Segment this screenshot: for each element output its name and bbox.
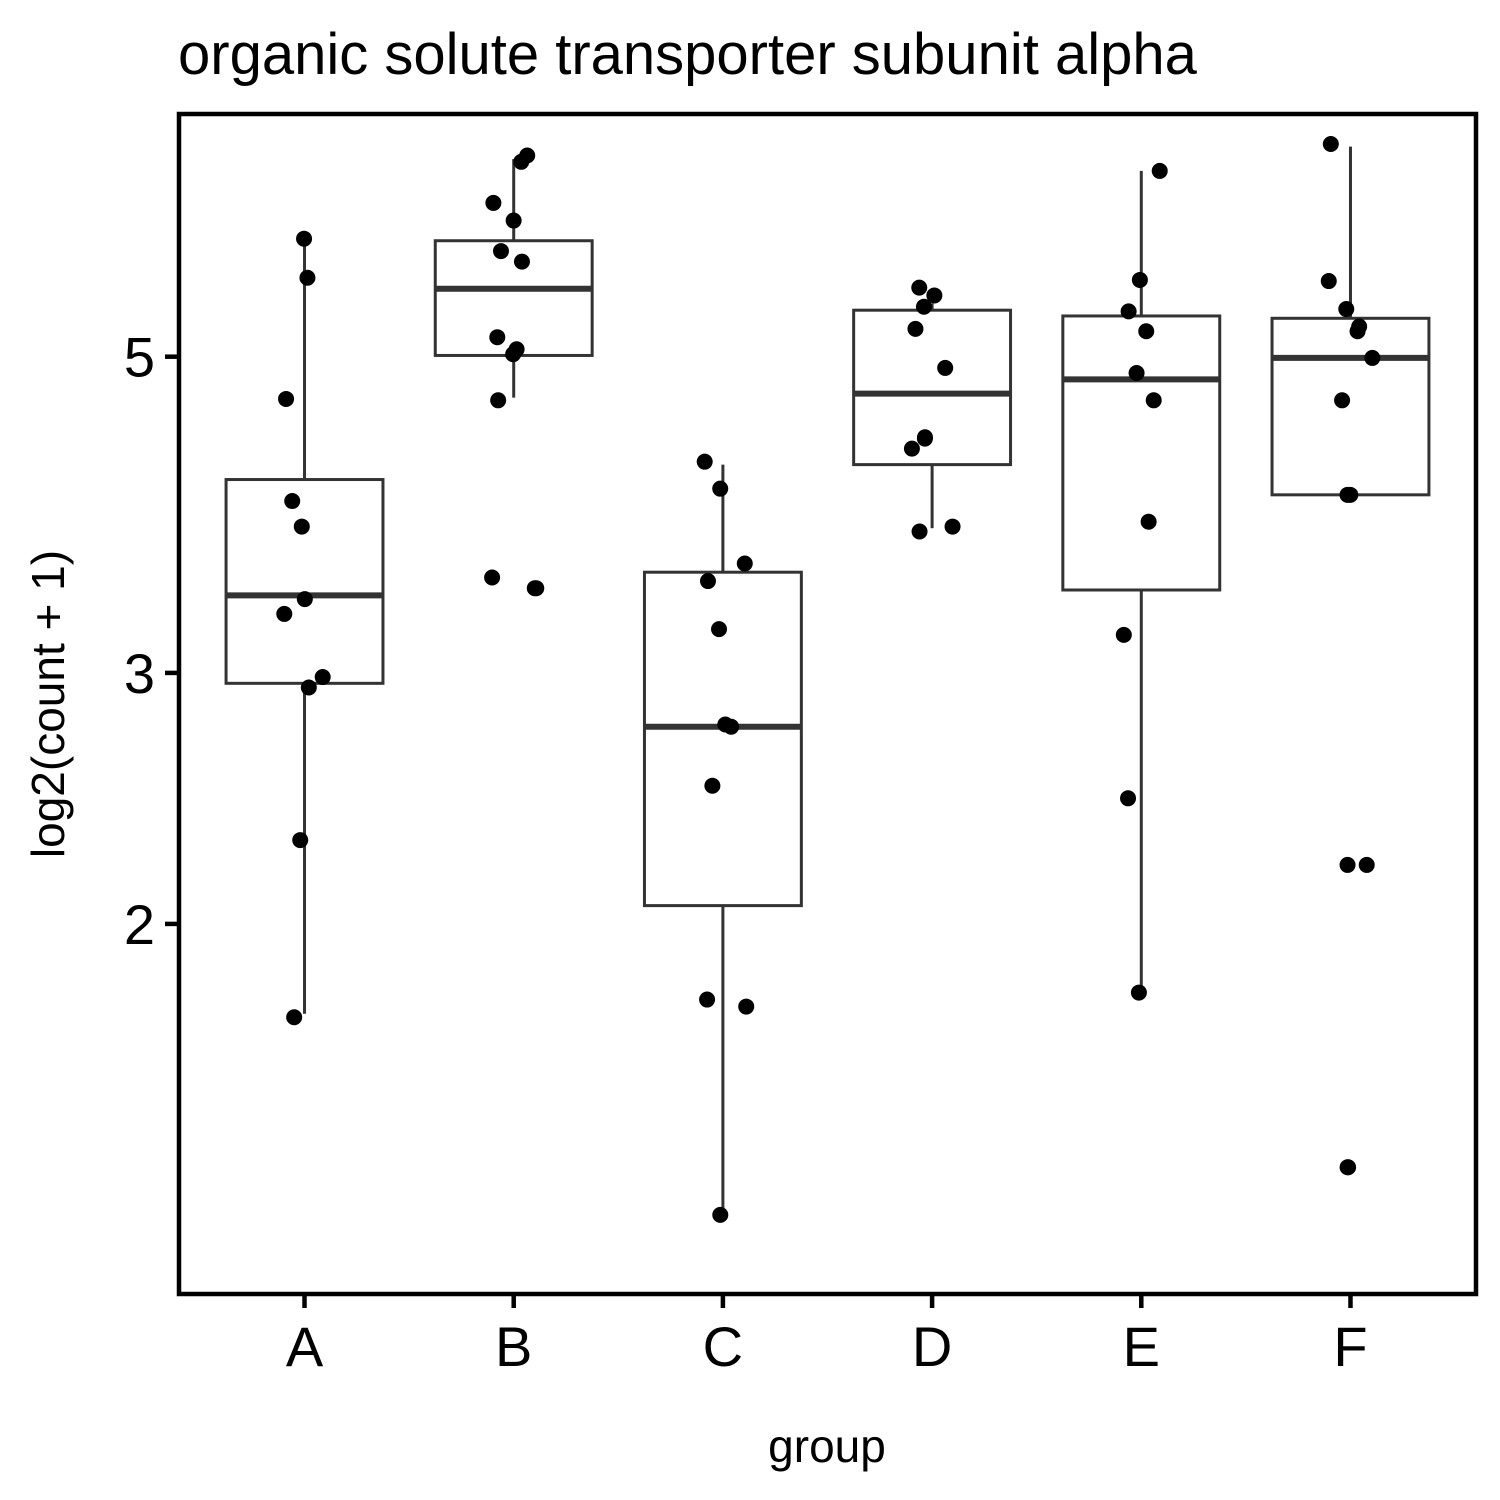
data-point [484,569,501,586]
points-f [1320,135,1381,1176]
x-tick-label: D [912,1315,952,1378]
data-point [1120,303,1137,320]
data-point [296,591,313,608]
data-point [1138,323,1155,340]
box-iqr [1061,314,1222,592]
data-point [712,480,729,497]
y-axis-label: log2(count + 1) [22,550,74,858]
data-point [485,194,502,211]
points-d [903,279,961,540]
x-axis-label: group [768,1420,886,1472]
data-point [1334,392,1351,409]
data-point [276,605,293,622]
data-point [1151,162,1168,179]
y-tick-label: 2 [124,893,155,956]
data-point [513,253,530,270]
data-point [704,777,721,794]
data-point [1130,984,1147,1001]
data-point [314,669,331,686]
data-point [299,269,316,286]
x-tick-label: B [495,1315,532,1378]
plot-area [224,135,1431,1223]
data-point [696,453,713,470]
data-point [1339,1159,1356,1176]
data-point [699,573,716,590]
data-point [926,287,943,304]
data-point [286,1009,303,1026]
data-point [293,518,310,535]
data-point [944,518,961,535]
data-point [489,329,506,346]
data-point [278,390,295,407]
panel-border [176,111,1479,1297]
box-iqr [1270,316,1431,497]
box-a [224,238,385,1014]
y-tick-label: 3 [124,642,155,705]
data-point [911,279,928,296]
data-point [296,230,313,247]
points-b [484,147,545,597]
data-point [1322,135,1339,152]
data-point [903,440,920,457]
data-point [711,621,728,638]
data-point [1145,392,1162,409]
data-point [1349,323,1366,340]
data-point [1342,486,1359,503]
data-point [1320,273,1337,290]
data-point [1364,349,1381,366]
data-point [911,523,928,540]
chart-title: organic solute transporter subunit alpha [178,22,1198,87]
data-point [505,346,522,363]
data-point [1131,271,1148,288]
data-point [513,153,530,170]
data-point [1128,364,1145,381]
points-e [1115,162,1168,1001]
data-point [937,359,954,376]
data-point [1120,790,1137,807]
points-a [276,230,331,1026]
box-e [1061,170,1222,990]
data-point [1338,301,1355,318]
data-point [1358,856,1375,873]
x-tick-label: C [703,1315,743,1378]
data-point [699,991,716,1008]
axes: 2 3 5 A B C D E F [124,326,1368,1378]
x-tick-label: E [1123,1315,1160,1378]
box-b [433,159,594,398]
data-point [915,298,932,315]
data-point [907,320,924,337]
data-point [1339,856,1356,873]
data-point [300,679,317,696]
data-point [1115,626,1132,643]
data-point [528,580,545,597]
data-point [916,430,933,447]
box-iqr [224,478,385,685]
data-point [292,832,309,849]
data-point [505,212,522,229]
data-point [738,998,755,1015]
data-point [712,1206,729,1223]
data-point [492,243,509,260]
box-iqr [433,239,594,357]
data-point [284,493,301,510]
data-point [1140,513,1157,530]
x-tick-label: A [286,1315,324,1378]
data-point [736,555,753,572]
x-tick-label: F [1333,1315,1367,1378]
data-point [723,718,740,735]
data-point [490,392,507,409]
points-c [696,453,755,1223]
y-tick-label: 5 [124,326,155,389]
